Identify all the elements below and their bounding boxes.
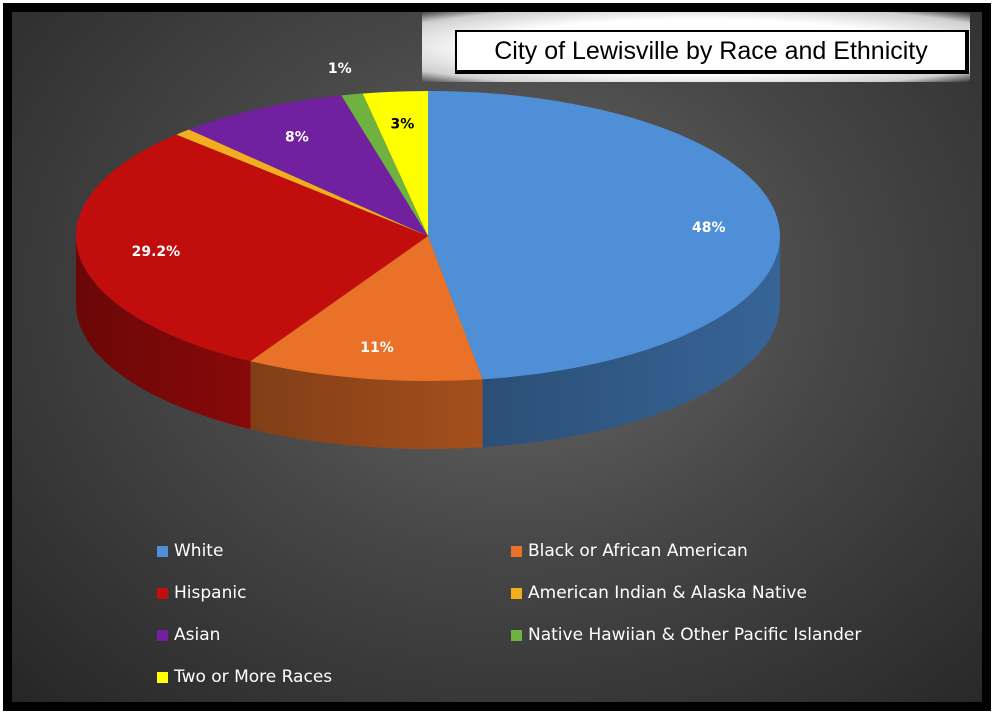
legend-swatch [157, 545, 168, 557]
data-label-black-or-african-american: 11% [360, 340, 394, 356]
legend-label: Asian [174, 625, 221, 645]
legend-swatch [511, 587, 522, 599]
legend-swatch [157, 671, 168, 683]
legend-label: Black or African American [528, 541, 748, 561]
legend-label: Two or More Races [174, 667, 333, 687]
pie-slice-american-indian-alaska-native [176, 129, 428, 236]
data-label-hispanic: 29.2% [132, 244, 181, 260]
pie-side-hispanic [76, 236, 251, 430]
legend-item-white: White [157, 541, 223, 561]
pie-slice-white [428, 91, 781, 380]
legend-label: American Indian & Alaska Native [528, 583, 807, 603]
data-label-white: 48% [692, 220, 726, 236]
legend-item-native-hawiian-other-pacific-islander: Native Hawiian & Other Pacific Islander [511, 625, 861, 645]
pie-slice-asian [188, 95, 428, 236]
legend-label: Native Hawiian & Other Pacific Islander [528, 625, 862, 645]
pie-slice-black-or-african-american [250, 236, 483, 381]
legend-swatch [157, 629, 168, 641]
data-label-asian: 8% [285, 130, 309, 146]
legend-label: Hispanic [174, 583, 247, 603]
chart-title: City of Lewisville by Race and Ethnicity [455, 30, 969, 74]
legend-item-hispanic: Hispanic [157, 583, 246, 603]
data-label-native-hawiian-other-pacific-islander: 1% [328, 61, 352, 77]
legend-item-black-or-african-american: Black or African American [511, 541, 748, 561]
pie-side-white [482, 236, 780, 448]
legend-swatch [511, 629, 522, 641]
pie-side-black-or-african-american [250, 361, 483, 449]
legend-swatch [157, 587, 168, 599]
legend-item-two-or-more-races: Two or More Races [157, 667, 332, 687]
legend-label: White [174, 541, 224, 561]
legend-item-american-indian-alaska-native: American Indian & Alaska Native [511, 583, 807, 603]
legend-swatch [511, 545, 522, 557]
pie-slice-hispanic [76, 134, 429, 362]
pie-slice-native-hawiian-other-pacific-islander [341, 93, 428, 237]
legend-item-asian: Asian [157, 625, 220, 645]
pie-slice-two-or-more-races [362, 91, 428, 236]
data-label-two-or-more-races: 3% [391, 116, 415, 132]
